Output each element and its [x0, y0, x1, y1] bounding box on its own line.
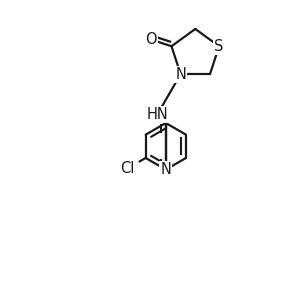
- Text: Cl: Cl: [120, 161, 134, 176]
- Text: S: S: [214, 39, 224, 54]
- Text: N: N: [175, 67, 186, 82]
- Text: N: N: [161, 162, 171, 177]
- Text: O: O: [146, 32, 157, 47]
- Text: HN: HN: [146, 107, 168, 122]
